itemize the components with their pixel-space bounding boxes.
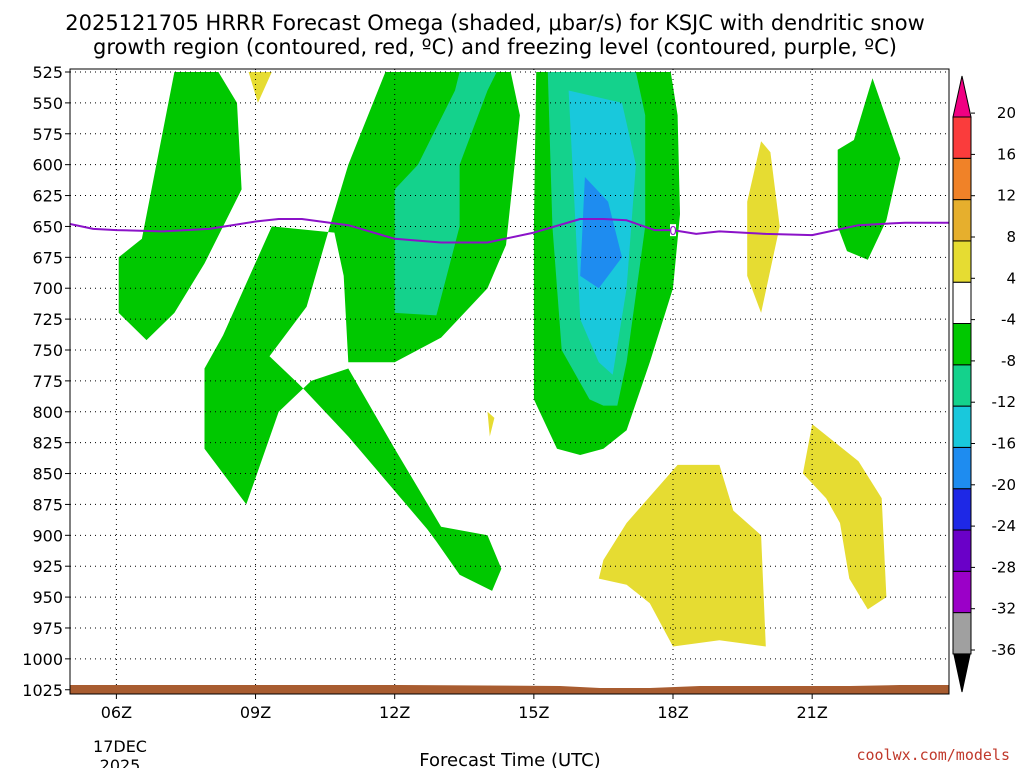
y-tick-label-775: 775	[32, 372, 63, 391]
y-tick-label-675: 675	[32, 248, 63, 267]
site-credit: coolwx.com/models	[856, 746, 1010, 764]
y-axis: 525 550 575 600 625 650 675 700 725 750 775 800 825 8…	[22, 63, 70, 700]
colorbar-label--8: -8	[1001, 352, 1016, 370]
colorbar-box-12	[952, 157, 972, 201]
colorbar-box-4	[952, 488, 972, 531]
y-tick-label-1000: 1000	[22, 650, 63, 669]
colorbar-box-1	[952, 612, 972, 655]
chart-title-line-2: growth region (contoured, red, ºC) and f…	[93, 35, 897, 59]
descent-area-1400	[487, 411, 495, 437]
colorbar-box-11	[952, 199, 972, 242]
y-tick-label-575: 575	[32, 125, 63, 144]
y-tick-label-875: 875	[32, 495, 63, 514]
date-label-day: 17DEC	[93, 737, 147, 756]
freezing-level-line	[70, 218, 949, 244]
descent-area-low-1	[598, 464, 766, 647]
colorbar-bottom-arrow	[952, 649, 972, 693]
y-tick-label-750: 750	[32, 341, 63, 360]
colorbar: -36 -32 -28 -24 -20 -16 -12 -8 -4 4 8 12 16 20	[952, 75, 1017, 693]
colorbar-box-9	[952, 281, 972, 325]
descent-area-0900	[248, 72, 272, 103]
x-tick-label-21Z: 21Z	[796, 703, 827, 722]
colorbar-label--28: -28	[992, 558, 1017, 576]
y-tick-label-650: 650	[32, 217, 63, 236]
colorbar-box-3	[952, 529, 972, 572]
y-tick-label-975: 975	[32, 619, 63, 638]
plot-frame	[69, 68, 950, 695]
y-tick-label-850: 850	[32, 465, 63, 484]
date-label-year: 2025	[100, 756, 141, 768]
y-tick-label-800: 800	[32, 403, 63, 422]
colorbar-label-8: 8	[1006, 228, 1016, 246]
colorbar-box-7	[952, 364, 972, 407]
terrain-ground	[70, 685, 949, 694]
x-tick-label-18Z: 18Z	[657, 703, 688, 722]
y-tick-label-725: 725	[32, 310, 63, 329]
y-tick-label-700: 700	[32, 279, 63, 298]
y-tick-label-1025: 1025	[22, 681, 63, 700]
colorbar-top-arrow	[952, 75, 972, 118]
y-tick-label-925: 925	[32, 557, 63, 576]
colorbar-label--32: -32	[992, 600, 1017, 618]
y-tick-label-525: 525	[32, 63, 63, 82]
omega-shaded-regions	[118, 72, 901, 647]
ascent-area-late	[837, 78, 901, 260]
x-tick-label-15Z: 15Z	[518, 703, 549, 722]
x-tick-label-06Z: 06Z	[101, 703, 132, 722]
y-tick-label-950: 950	[32, 588, 63, 607]
colorbar-label--4: -4	[1001, 311, 1016, 329]
freezing-level-label-bg	[670, 224, 677, 237]
x-axis: 06Z 09Z 12Z 15Z 18Z 21Z	[101, 694, 828, 722]
colorbar-box-13	[952, 116, 972, 159]
freezing-level-contours: 0	[70, 218, 949, 244]
y-tick-label-825: 825	[32, 434, 63, 453]
ascent-area-early	[118, 72, 242, 341]
strong-ascent-morning	[394, 72, 497, 316]
colorbar-box-2	[952, 570, 972, 614]
x-tick-label-09Z: 09Z	[240, 703, 271, 722]
freezing-level-label: 0	[669, 224, 677, 238]
colorbar-label--36: -36	[992, 641, 1017, 659]
descent-area-2000	[747, 141, 780, 313]
colorbar-label--16: -16	[992, 435, 1017, 453]
colorbar-label-20: 20	[997, 104, 1016, 122]
y-tick-label-900: 900	[32, 526, 63, 545]
descent-area-low-2	[802, 424, 887, 610]
colorbar-label-16: 16	[997, 145, 1016, 163]
y-tick-label-625: 625	[32, 187, 63, 206]
y-tick-label-550: 550	[32, 94, 63, 113]
colorbar-label--12: -12	[992, 393, 1017, 411]
colorbar-box-10	[952, 240, 972, 283]
gridlines	[70, 69, 949, 694]
x-axis-title: Forecast Time (UTC)	[419, 750, 600, 768]
chart-title-line-1: 2025121705 HRRR Forecast Omega (shaded, …	[65, 11, 925, 35]
x-tick-label-12Z: 12Z	[379, 703, 410, 722]
colorbar-label--20: -20	[992, 476, 1017, 494]
terrain	[70, 685, 949, 694]
colorbar-label-4: 4	[1006, 269, 1016, 287]
colorbar-box-6	[952, 405, 972, 448]
colorbar-label--24: -24	[992, 517, 1017, 535]
strongest-ascent-core	[580, 177, 622, 289]
colorbar-box-5	[952, 446, 972, 490]
y-tick-label-600: 600	[32, 156, 63, 175]
colorbar-box-8	[952, 323, 972, 366]
colorbar-label-12: 12	[997, 187, 1016, 205]
